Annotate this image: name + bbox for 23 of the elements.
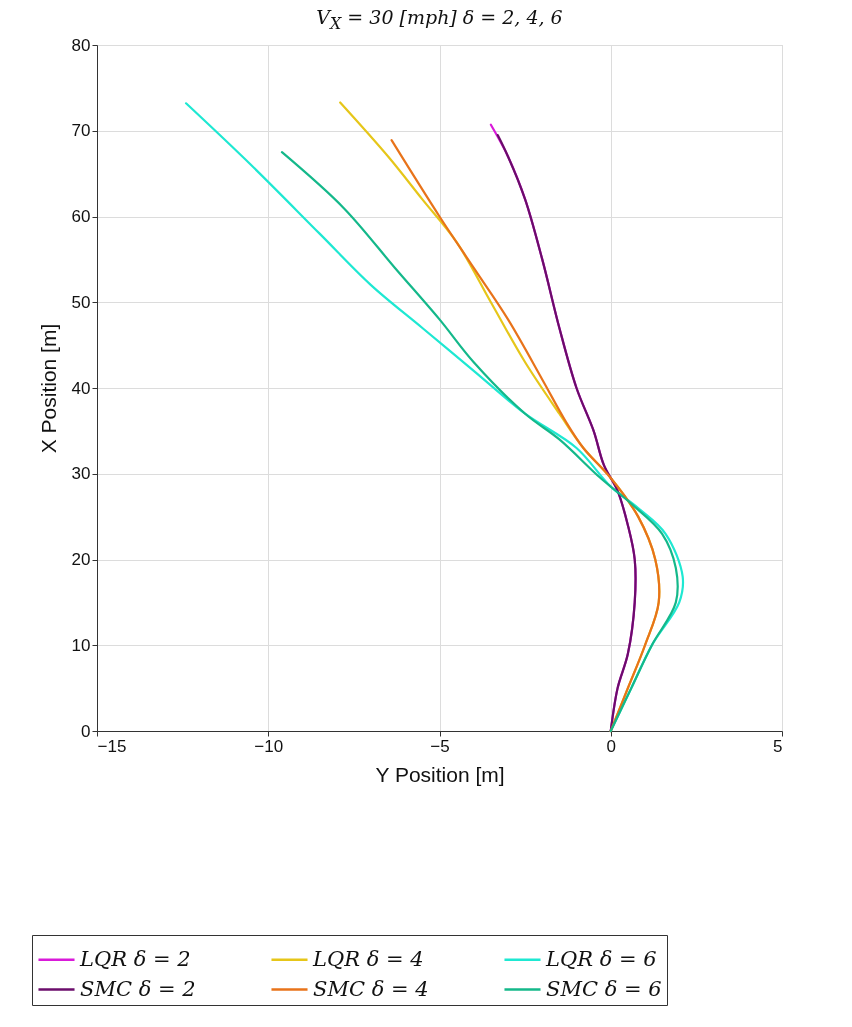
- y-tick-label: 20: [71, 550, 91, 569]
- y-tick-label: 70: [71, 121, 91, 141]
- x-tick-label: −15: [97, 736, 127, 756]
- x-tick-label: 5: [773, 736, 783, 756]
- y-tick-label: 30: [71, 464, 91, 484]
- y-tick-label: 10: [71, 635, 91, 655]
- x-axis-title: Y Position [m]: [375, 762, 505, 786]
- legend-label: SMC δ = 4: [313, 976, 429, 1001]
- legend-label: SMC δ = 6: [546, 976, 662, 1001]
- y-tick-label: 80: [71, 35, 91, 55]
- legend-label: SMC δ = 2: [80, 976, 196, 1001]
- y-tick-label: 50: [71, 292, 91, 312]
- y-tick-label: 0: [81, 721, 91, 741]
- legend-label: LQR δ = 4: [312, 946, 424, 971]
- legend-label: LQR δ = 6: [545, 946, 657, 971]
- y-tick-label: 60: [71, 207, 91, 226]
- chart-title: V$_{X}$ = 30 [mph] δ = 2, 4, 6: [315, 6, 564, 33]
- y-tick-label: 40: [71, 378, 91, 398]
- x-tick-label: −5: [430, 736, 450, 756]
- x-tick-label: 0: [606, 736, 616, 756]
- x-tick-label: −10: [254, 736, 284, 756]
- y-axis-title: X Position [m]: [36, 323, 60, 454]
- legend-label: LQR δ = 2: [79, 946, 191, 971]
